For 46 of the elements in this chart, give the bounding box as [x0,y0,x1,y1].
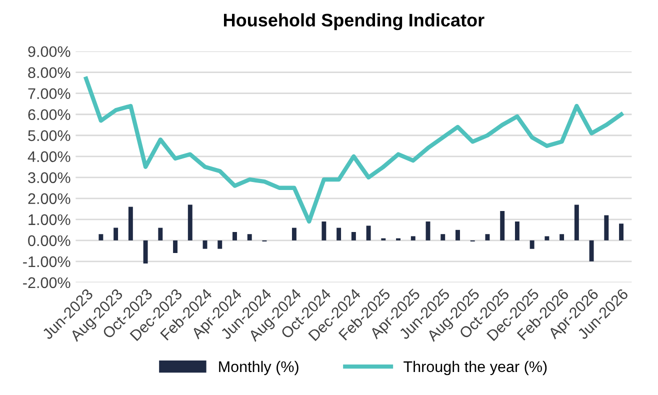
bar [202,240,208,249]
bar [188,204,192,240]
bar [426,222,430,240]
y-tick-label: 5.00% [28,130,70,142]
y-tick-label: 2.00% [28,193,70,204]
bar [530,240,534,249]
bar [410,236,416,240]
y-tick-label: 8.00% [28,67,70,78]
line-series [84,76,624,224]
bar [500,211,505,240]
bar [544,236,550,240]
bar [114,228,118,240]
bar [560,234,564,240]
y-tick-label: 3.00% [28,172,70,184]
y-tick-label: 6.00% [28,109,70,120]
bar [247,234,252,240]
bar [292,228,296,240]
bar [440,234,446,240]
legend-label: Monthly (%) [219,360,298,376]
legend-label: Through the year (%) [404,360,547,376]
y-tick-label: 0.00% [28,235,70,246]
y-tick-label: -2.00% [23,277,70,288]
bar [485,234,490,240]
y-tick-label: 4.00% [28,151,70,162]
chart-title: Household Spending Indicator [224,13,484,30]
bar [514,222,520,240]
bar [336,228,342,240]
bar [574,204,579,240]
bar [589,240,594,262]
bar [218,240,222,249]
bar [619,224,624,240]
y-tick-label: 7.00% [28,88,70,100]
bar [456,230,460,240]
bar [158,228,163,240]
y-tick-label: 9.00% [28,46,70,58]
bar [128,206,133,240]
bar [232,232,237,240]
bar [98,234,104,240]
y-tick-label: 1.00% [28,214,70,226]
y-tick-label: -1.00% [23,256,70,268]
bar [322,222,326,240]
bar [351,232,356,240]
bar [173,240,178,254]
bar [143,240,148,264]
bar [604,215,609,240]
bar [366,226,371,240]
